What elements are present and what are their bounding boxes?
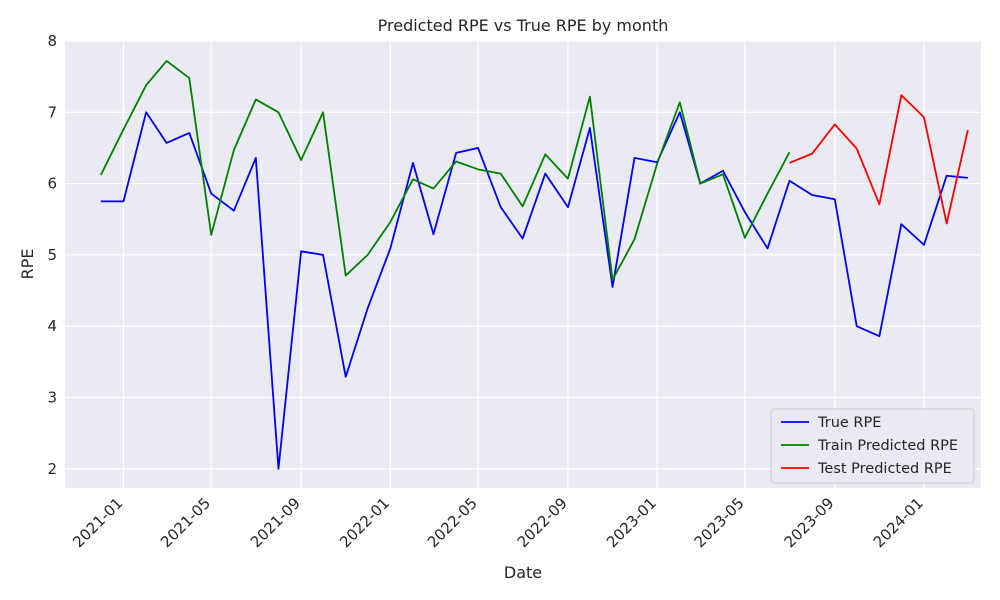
x-tick-2024-01: 2024-01 [870,494,927,551]
chart-title: Predicted RPE vs True RPE by month [378,16,669,35]
y-tick-3: 3 [47,388,57,406]
x-tick-2021-01: 2021-01 [69,494,126,551]
legend-label-true-rpe: True RPE [817,415,881,431]
x-tick-2023-09: 2023-09 [781,494,838,551]
legend-label-test-predicted-rpe: Test Predicted RPE [817,461,952,477]
x-tick-2021-05: 2021-05 [157,494,214,551]
y-tick-2: 2 [47,460,57,478]
x-tick-2022-09: 2022-09 [514,494,571,551]
x-tick-2022-05: 2022-05 [424,494,481,551]
x-tick-labels: 2021-01 2021-05 2021-09 2022-01 2022-05 2022-… [69,494,927,551]
series-line-true-rpe [100,111,968,470]
legend-label-train-predicted-rpe: Train Predicted RPE [817,438,958,454]
legend-box [770,408,975,484]
y-tick-labels: 2 3 4 5 6 7 8 [47,32,57,478]
y-tick-5: 5 [47,246,57,264]
y-axis-title: RPE [18,249,37,280]
x-axis-title: Date [504,563,542,582]
series-line-train-predicted-rpe [100,60,791,281]
y-tick-4: 4 [47,317,57,335]
y-tick-7: 7 [47,103,57,121]
x-tick-2023-01: 2023-01 [603,494,660,551]
series-lines [100,60,969,470]
grid-lines [65,40,981,488]
y-tick-8: 8 [47,32,57,50]
x-tick-2021-09: 2021-09 [247,494,304,551]
legend: True RPE Train Predicted RPE Test Predic… [770,408,975,484]
y-tick-6: 6 [47,175,57,193]
x-tick-2023-05: 2023-05 [691,494,748,551]
x-tick-2022-01: 2022-01 [336,494,393,551]
series-line-test-predicted-rpe [789,94,969,225]
